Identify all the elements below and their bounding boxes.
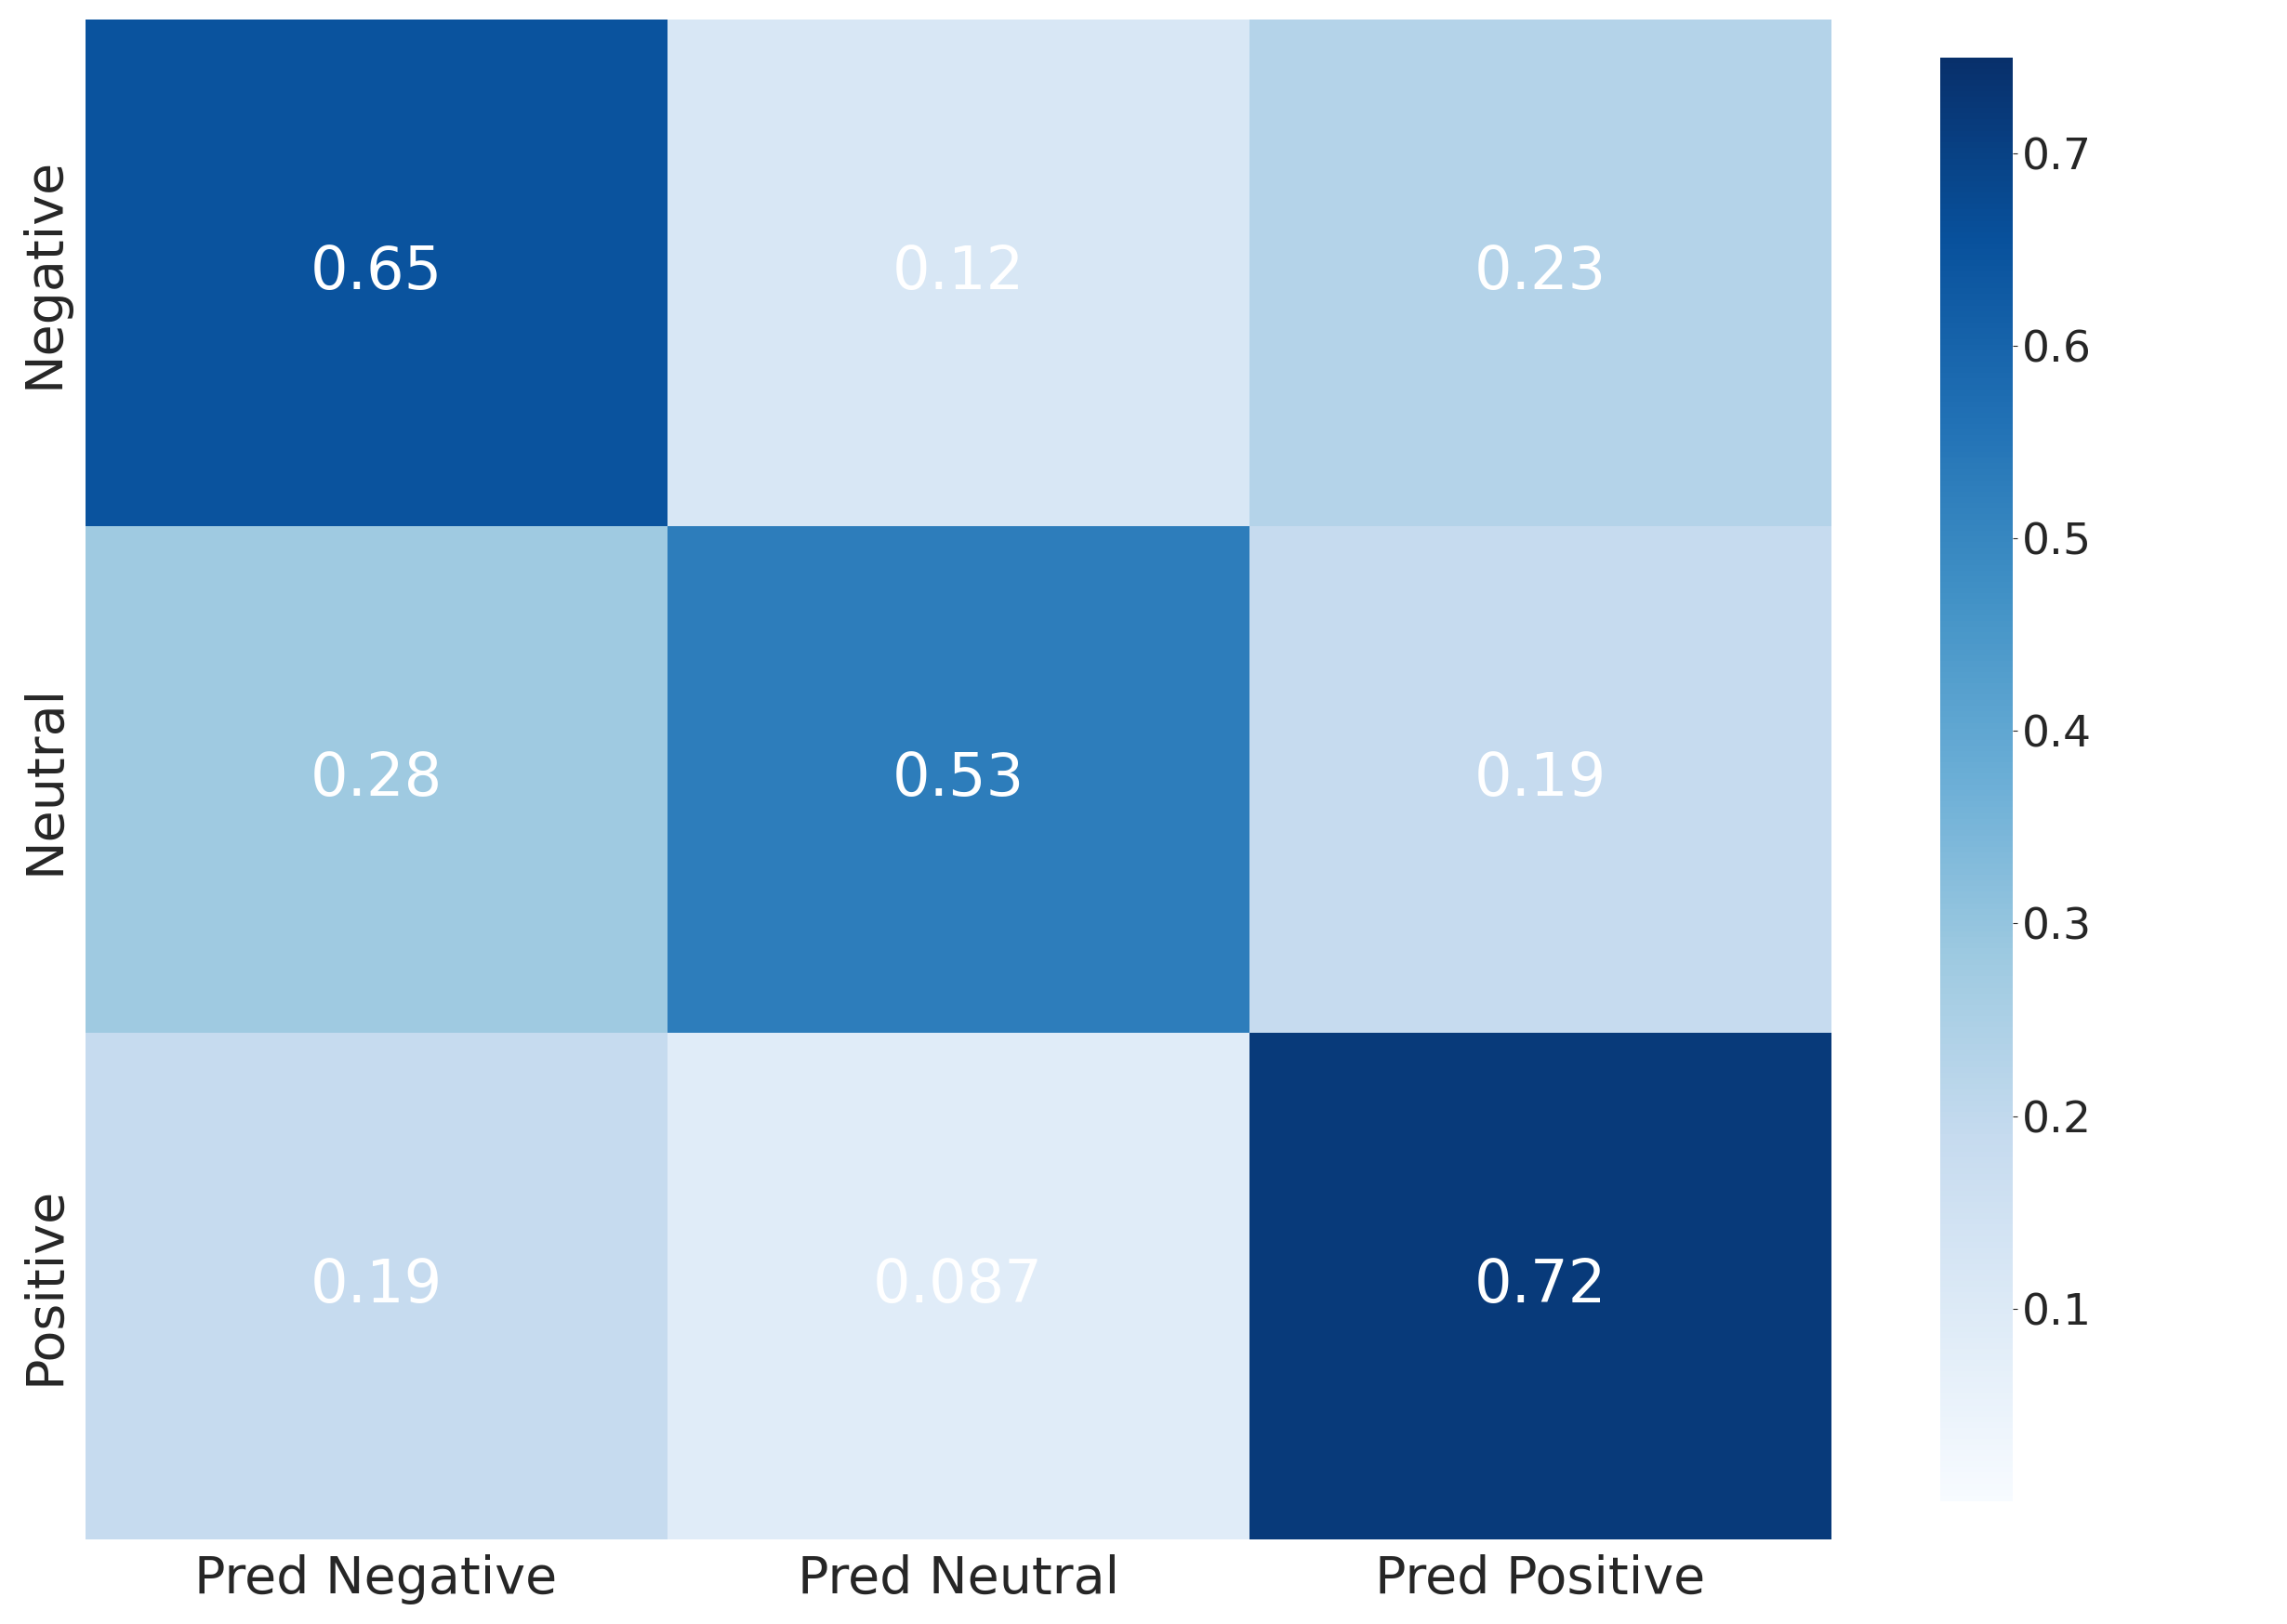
- Text: 0.53: 0.53: [892, 750, 1025, 809]
- Text: 0.72: 0.72: [1473, 1257, 1605, 1314]
- Text: 0.12: 0.12: [892, 244, 1025, 302]
- Text: 0.19: 0.19: [1475, 750, 1605, 809]
- Text: 0.087: 0.087: [874, 1257, 1043, 1314]
- Text: 0.19: 0.19: [311, 1257, 441, 1314]
- Text: 0.23: 0.23: [1475, 244, 1605, 302]
- Text: 0.65: 0.65: [311, 244, 441, 302]
- Text: 0.28: 0.28: [311, 750, 441, 809]
